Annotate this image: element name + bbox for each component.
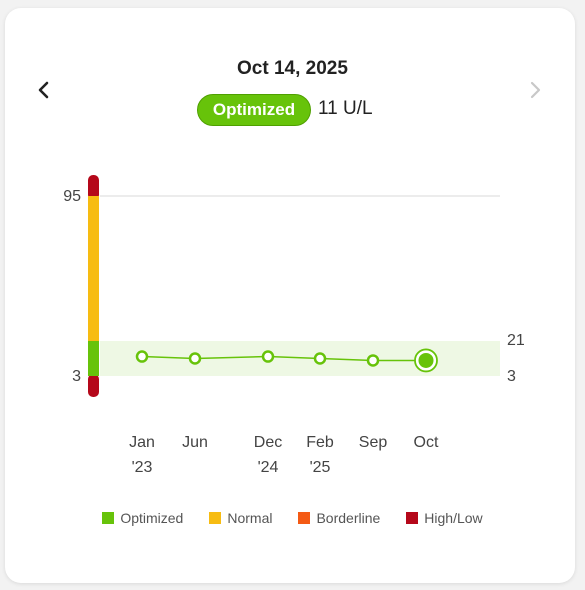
data-point	[135, 350, 149, 363]
next-button[interactable]	[523, 78, 547, 102]
legend-item: High/Low	[406, 510, 483, 526]
x-tick-label: Feb	[306, 434, 334, 451]
x-tick-label: Dec	[254, 434, 282, 451]
x-tick-year-label: '24	[258, 459, 279, 476]
legend-swatch	[406, 512, 419, 524]
x-tick-label: Oct	[414, 434, 439, 451]
legend-swatch	[102, 512, 115, 524]
series-line	[141, 355, 426, 362]
x-tick-label: Sep	[359, 434, 388, 451]
legend-label: Normal	[227, 510, 273, 526]
x-tick-label: Jan	[129, 434, 155, 451]
range-bar-low	[88, 374, 99, 397]
data-point	[366, 354, 380, 367]
chart-legend: Optimized Normal Borderline High/Low	[0, 510, 585, 526]
y-label-top: 95	[63, 188, 81, 205]
legend-swatch	[209, 512, 222, 524]
legend-label: High/Low	[424, 510, 483, 526]
data-point	[261, 350, 275, 363]
data-point	[188, 352, 202, 365]
optimized-low-label: 3	[507, 368, 516, 385]
legend-item: Borderline	[298, 510, 380, 526]
chevron-left-icon	[38, 81, 49, 99]
previous-button[interactable]	[32, 78, 56, 102]
chevron-right-icon	[530, 81, 541, 99]
result-date: Oct 14, 2025	[237, 58, 348, 79]
legend-swatch	[298, 512, 311, 524]
history-chart: 95 3 21 3 Jan '23 Jun Dec '24 Feb '25 Sep Oct	[63, 175, 525, 476]
legend-label: Borderline	[316, 510, 381, 526]
result-value: 11 U/L	[318, 98, 373, 119]
x-tick-label: Jun	[182, 434, 208, 451]
y-label-bottom: 3	[72, 368, 81, 385]
range-bar-high	[88, 175, 99, 200]
status-badge: Optimized	[197, 94, 311, 126]
legend-item: Optimized	[102, 510, 183, 526]
optimized-high-label: 21	[507, 332, 525, 349]
selected-data-point	[418, 352, 434, 368]
x-tick-year-label: '25	[310, 459, 331, 476]
legend-label: Optimized	[120, 510, 184, 526]
x-tick-year-label: '23	[132, 459, 153, 476]
range-bar-normal	[88, 196, 99, 341]
legend-item: Normal	[209, 510, 272, 526]
range-bar-optimized	[88, 341, 99, 376]
data-point	[313, 352, 327, 365]
